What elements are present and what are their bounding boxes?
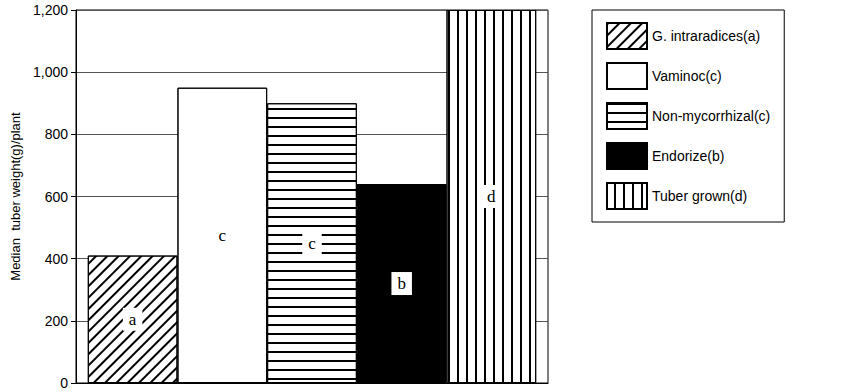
svg-text:a: a <box>129 310 137 329</box>
svg-text:0: 0 <box>60 375 68 391</box>
svg-text:c: c <box>219 226 227 245</box>
svg-text:Endorize(b): Endorize(b) <box>652 148 724 164</box>
svg-text:Median tuber weight(g)/plant: Median tuber weight(g)/plant <box>8 112 23 281</box>
svg-text:c: c <box>308 234 316 253</box>
svg-text:1,200: 1,200 <box>33 2 68 18</box>
svg-text:600: 600 <box>45 189 69 205</box>
svg-text:Vaminoc(c): Vaminoc(c) <box>652 68 722 84</box>
svg-text:Non-mycorrhizal(c): Non-mycorrhizal(c) <box>652 108 770 124</box>
svg-text:200: 200 <box>45 313 69 329</box>
svg-text:800: 800 <box>45 126 69 142</box>
svg-text:G. intraradices(a): G. intraradices(a) <box>652 28 760 44</box>
svg-text:Tuber grown(d): Tuber grown(d) <box>652 188 747 204</box>
svg-text:1,000: 1,000 <box>33 64 68 80</box>
svg-text:400: 400 <box>45 251 69 267</box>
svg-text:b: b <box>397 274 406 293</box>
svg-text:d: d <box>487 187 496 206</box>
